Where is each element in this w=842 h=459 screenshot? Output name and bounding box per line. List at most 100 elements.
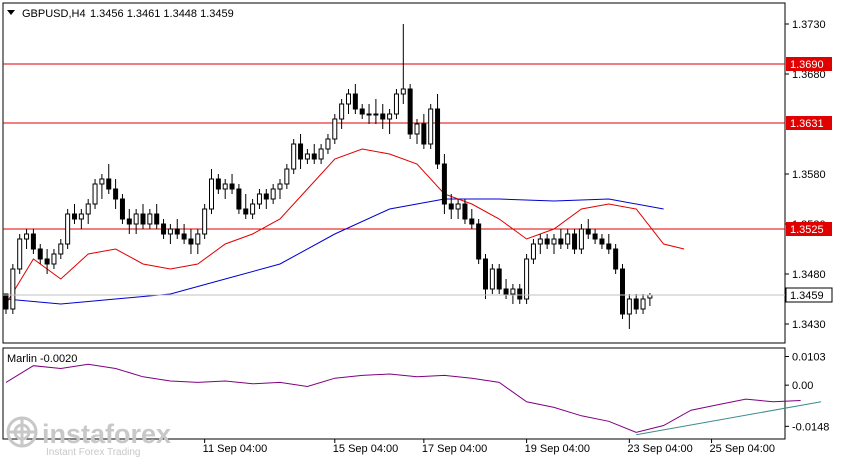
candle [572, 229, 578, 254]
bear-candle-body [633, 298, 639, 310]
indicator-tick-label: -0.0148 [792, 421, 829, 433]
bear-candle-body [620, 268, 625, 315]
bull-candle-body [400, 88, 406, 95]
bull-candle-body [530, 243, 536, 260]
bear-candle-body [311, 153, 317, 160]
bear-candle-body [441, 163, 447, 205]
bear-candle-body [181, 233, 187, 240]
time-tick-label: 19 Sep 04:00 [525, 443, 590, 455]
bear-candle-body [30, 233, 36, 250]
candle [126, 209, 132, 234]
bear-candle-body [263, 193, 269, 200]
candle [448, 194, 454, 219]
bear-candle-body [592, 233, 598, 240]
candle [373, 99, 379, 124]
candle [291, 139, 297, 174]
bull-candle-body [325, 138, 331, 150]
price-pane-frame [2, 2, 786, 344]
candle [366, 104, 372, 124]
candle [229, 174, 235, 194]
candle [277, 179, 283, 199]
candle [243, 194, 249, 219]
candle [483, 254, 488, 299]
candle [503, 279, 509, 299]
bull-candle-body [99, 178, 105, 185]
candle [92, 179, 98, 209]
bear-candle-body [174, 228, 180, 235]
candle [592, 229, 598, 244]
level-labels: 1.3690 1.3631 1.3525 [786, 57, 832, 236]
collapse-arrow-icon[interactable] [7, 10, 15, 15]
bear-candle-body [476, 223, 482, 260]
bear-candle-body [421, 123, 427, 145]
candle [346, 89, 351, 114]
bear-candle-body [599, 238, 605, 245]
candle [147, 209, 153, 229]
candle [359, 104, 365, 119]
candle [352, 84, 358, 114]
bear-candle-body [188, 238, 194, 245]
indicator-label: Marlin -0.0020 [7, 353, 77, 365]
candle [250, 199, 256, 219]
bull-candle-body [524, 258, 530, 300]
bull-candle-body [414, 123, 420, 135]
candle [640, 294, 646, 314]
bear-candle-body [215, 178, 221, 190]
bull-candle-body [51, 253, 57, 265]
symbol-label: GBPUSD,H4 [22, 8, 86, 20]
price-pane: 1.37301.36801.35801.35301.34801.34301.34… [2, 2, 833, 344]
bear-candle-body [380, 113, 386, 120]
indicator-pane: 0.0103 0.00 -0.0148 Marlin -0.0020 [2, 347, 829, 440]
candle [209, 169, 214, 214]
bear-candle-body [359, 108, 365, 115]
bear-candle-body [558, 238, 564, 245]
level-label: 1.3525 [790, 224, 824, 236]
bull-candle-body [510, 288, 516, 295]
candle [613, 244, 619, 274]
price-tick-label: 1.3680 [792, 69, 826, 81]
bear-candle-body [298, 143, 304, 160]
candle [585, 219, 591, 239]
candle [270, 184, 276, 204]
bear-candle-body [496, 268, 502, 290]
bear-candle-body [503, 288, 509, 295]
bull-candle-body [58, 243, 64, 255]
bull-candle-body [551, 238, 557, 245]
bull-candle-body [78, 213, 84, 220]
bear-candle-body [72, 213, 77, 220]
bull-candle-body [222, 183, 228, 190]
candle [140, 204, 146, 229]
bull-candle-body [277, 183, 283, 190]
bull-candle-body [489, 268, 495, 290]
bear-candle-body [106, 178, 112, 190]
bear-candle-body [435, 108, 441, 165]
candle [181, 224, 187, 244]
candle [489, 264, 495, 294]
watermark: instaforex Instant Forex Trading [6, 416, 171, 458]
candle [236, 184, 242, 214]
bear-candle-body [352, 93, 358, 110]
time-tick-label: 11 Sep 04:00 [203, 443, 268, 455]
bear-candle-body [544, 238, 550, 245]
candle [524, 254, 530, 304]
bull-candle-body [428, 108, 434, 145]
time-tick-label: 25 Sep 04:00 [710, 443, 775, 455]
bull-candle-body [332, 118, 338, 140]
bear-candle-body [126, 218, 132, 225]
candle [565, 229, 571, 249]
bull-candle-body [537, 238, 543, 245]
bull-candle-body [17, 238, 23, 270]
candle [476, 219, 482, 264]
candle [72, 204, 77, 224]
bull-candle-body [578, 228, 584, 250]
candle [510, 284, 516, 304]
oscillator-lines [5, 363, 822, 436]
candle [298, 134, 304, 169]
watermark-brand: instaforex [42, 419, 171, 449]
level-label: 1.3631 [790, 118, 824, 130]
oscillator-trendline [636, 401, 822, 436]
bear-candle-body [119, 198, 125, 220]
bear-candle-body [613, 248, 619, 270]
bear-candle-body [606, 243, 612, 250]
ohlc-label: 1.3456 1.3461 1.3448 1.3459 [90, 8, 234, 20]
